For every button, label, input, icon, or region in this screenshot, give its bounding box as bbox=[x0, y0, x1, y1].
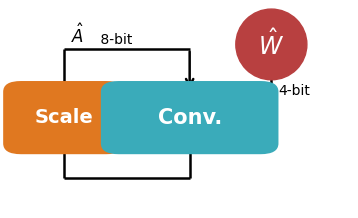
Text: 4-bit: 4-bit bbox=[279, 84, 310, 98]
Text: $\hat{A}$: $\hat{A}$ bbox=[71, 23, 84, 47]
Text: Conv.: Conv. bbox=[158, 108, 222, 128]
Text: 8-bit: 8-bit bbox=[96, 32, 132, 47]
Text: $\hat{W}$: $\hat{W}$ bbox=[258, 29, 284, 60]
Ellipse shape bbox=[236, 9, 307, 80]
FancyBboxPatch shape bbox=[3, 81, 124, 154]
FancyBboxPatch shape bbox=[101, 81, 279, 154]
Text: Scale: Scale bbox=[34, 108, 93, 127]
